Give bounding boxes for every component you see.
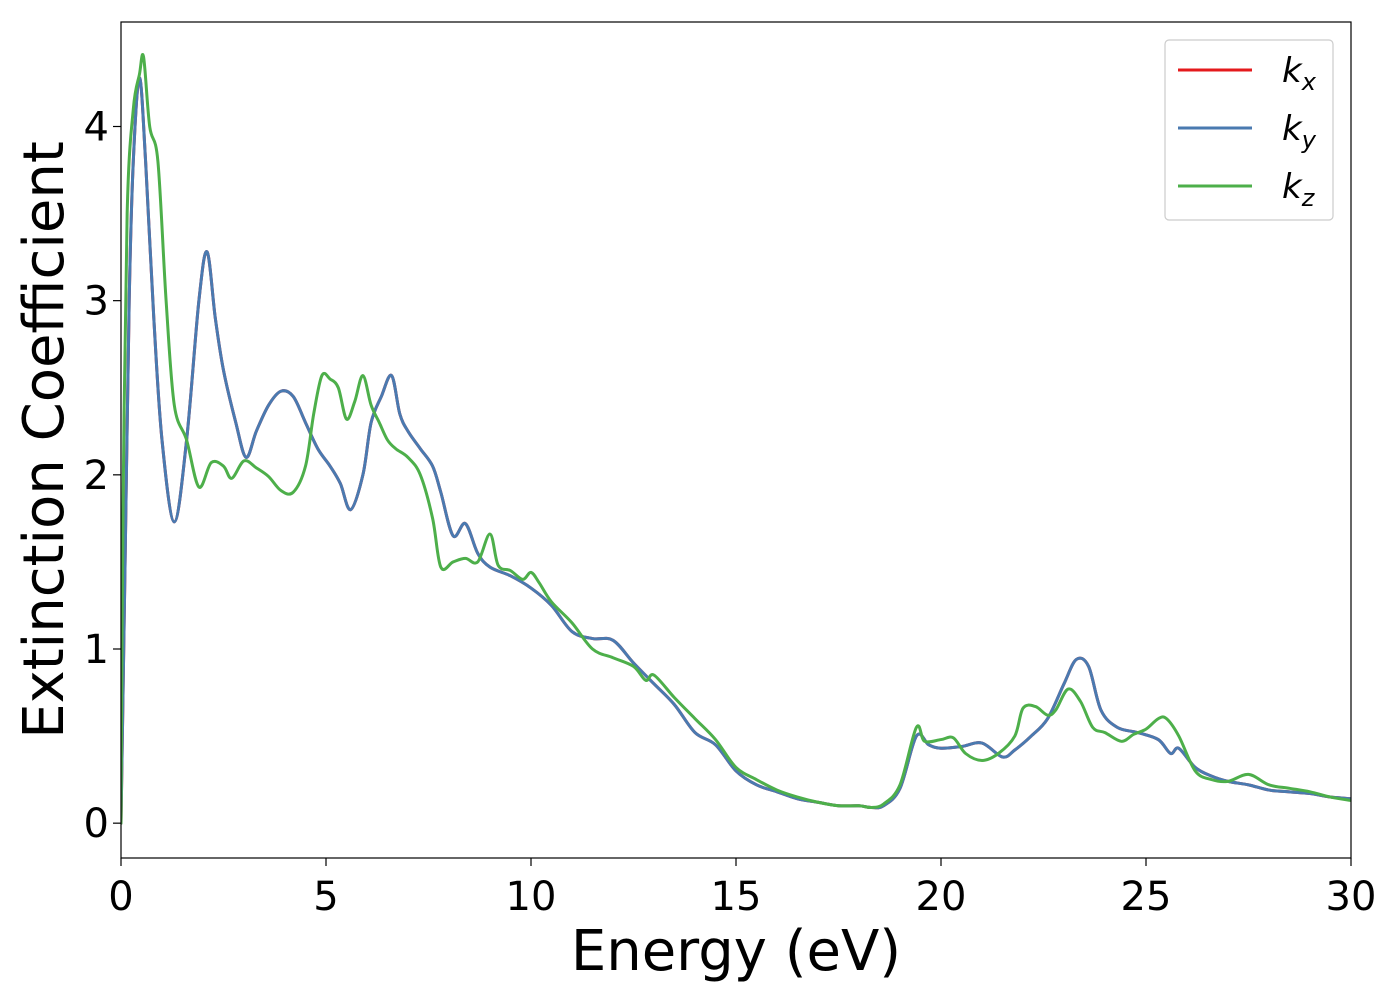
legend-label-kz: kz	[1282, 167, 1316, 212]
x-tick-label: 30	[1326, 874, 1377, 920]
series-line-kz	[121, 53, 1351, 825]
plot-background	[121, 22, 1351, 858]
y-tick-label: 4	[84, 105, 109, 151]
legend-label-ky: ky	[1282, 109, 1317, 154]
series-line-ky	[121, 76, 1351, 825]
y-axis-label: Extinction Coefficient	[12, 141, 77, 739]
x-tick-label: 25	[1121, 874, 1172, 920]
y-tick-label: 1	[84, 627, 109, 673]
y-tick-label: 3	[84, 279, 109, 325]
legend-box	[1164, 39, 1334, 221]
series-layer	[121, 53, 1351, 825]
plot-area	[120, 21, 1352, 859]
x-axis-label: Energy (eV)	[571, 919, 901, 984]
legend-label-kx: kx	[1282, 51, 1317, 96]
x-tick-label: 5	[313, 874, 338, 920]
legend: kx ky kz	[1164, 39, 1334, 221]
x-tick-label: 10	[506, 874, 557, 920]
y-tick-label: 0	[84, 801, 109, 847]
y-tick-label: 2	[84, 453, 109, 499]
x-tick-label: 15	[711, 874, 762, 920]
x-axis-ticks: 0 5 10 15 20 25 30	[108, 858, 1376, 920]
x-tick-label: 20	[916, 874, 967, 920]
x-tick-label: 0	[108, 874, 133, 920]
y-axis-ticks: 0 1 2 3 4	[84, 105, 121, 847]
